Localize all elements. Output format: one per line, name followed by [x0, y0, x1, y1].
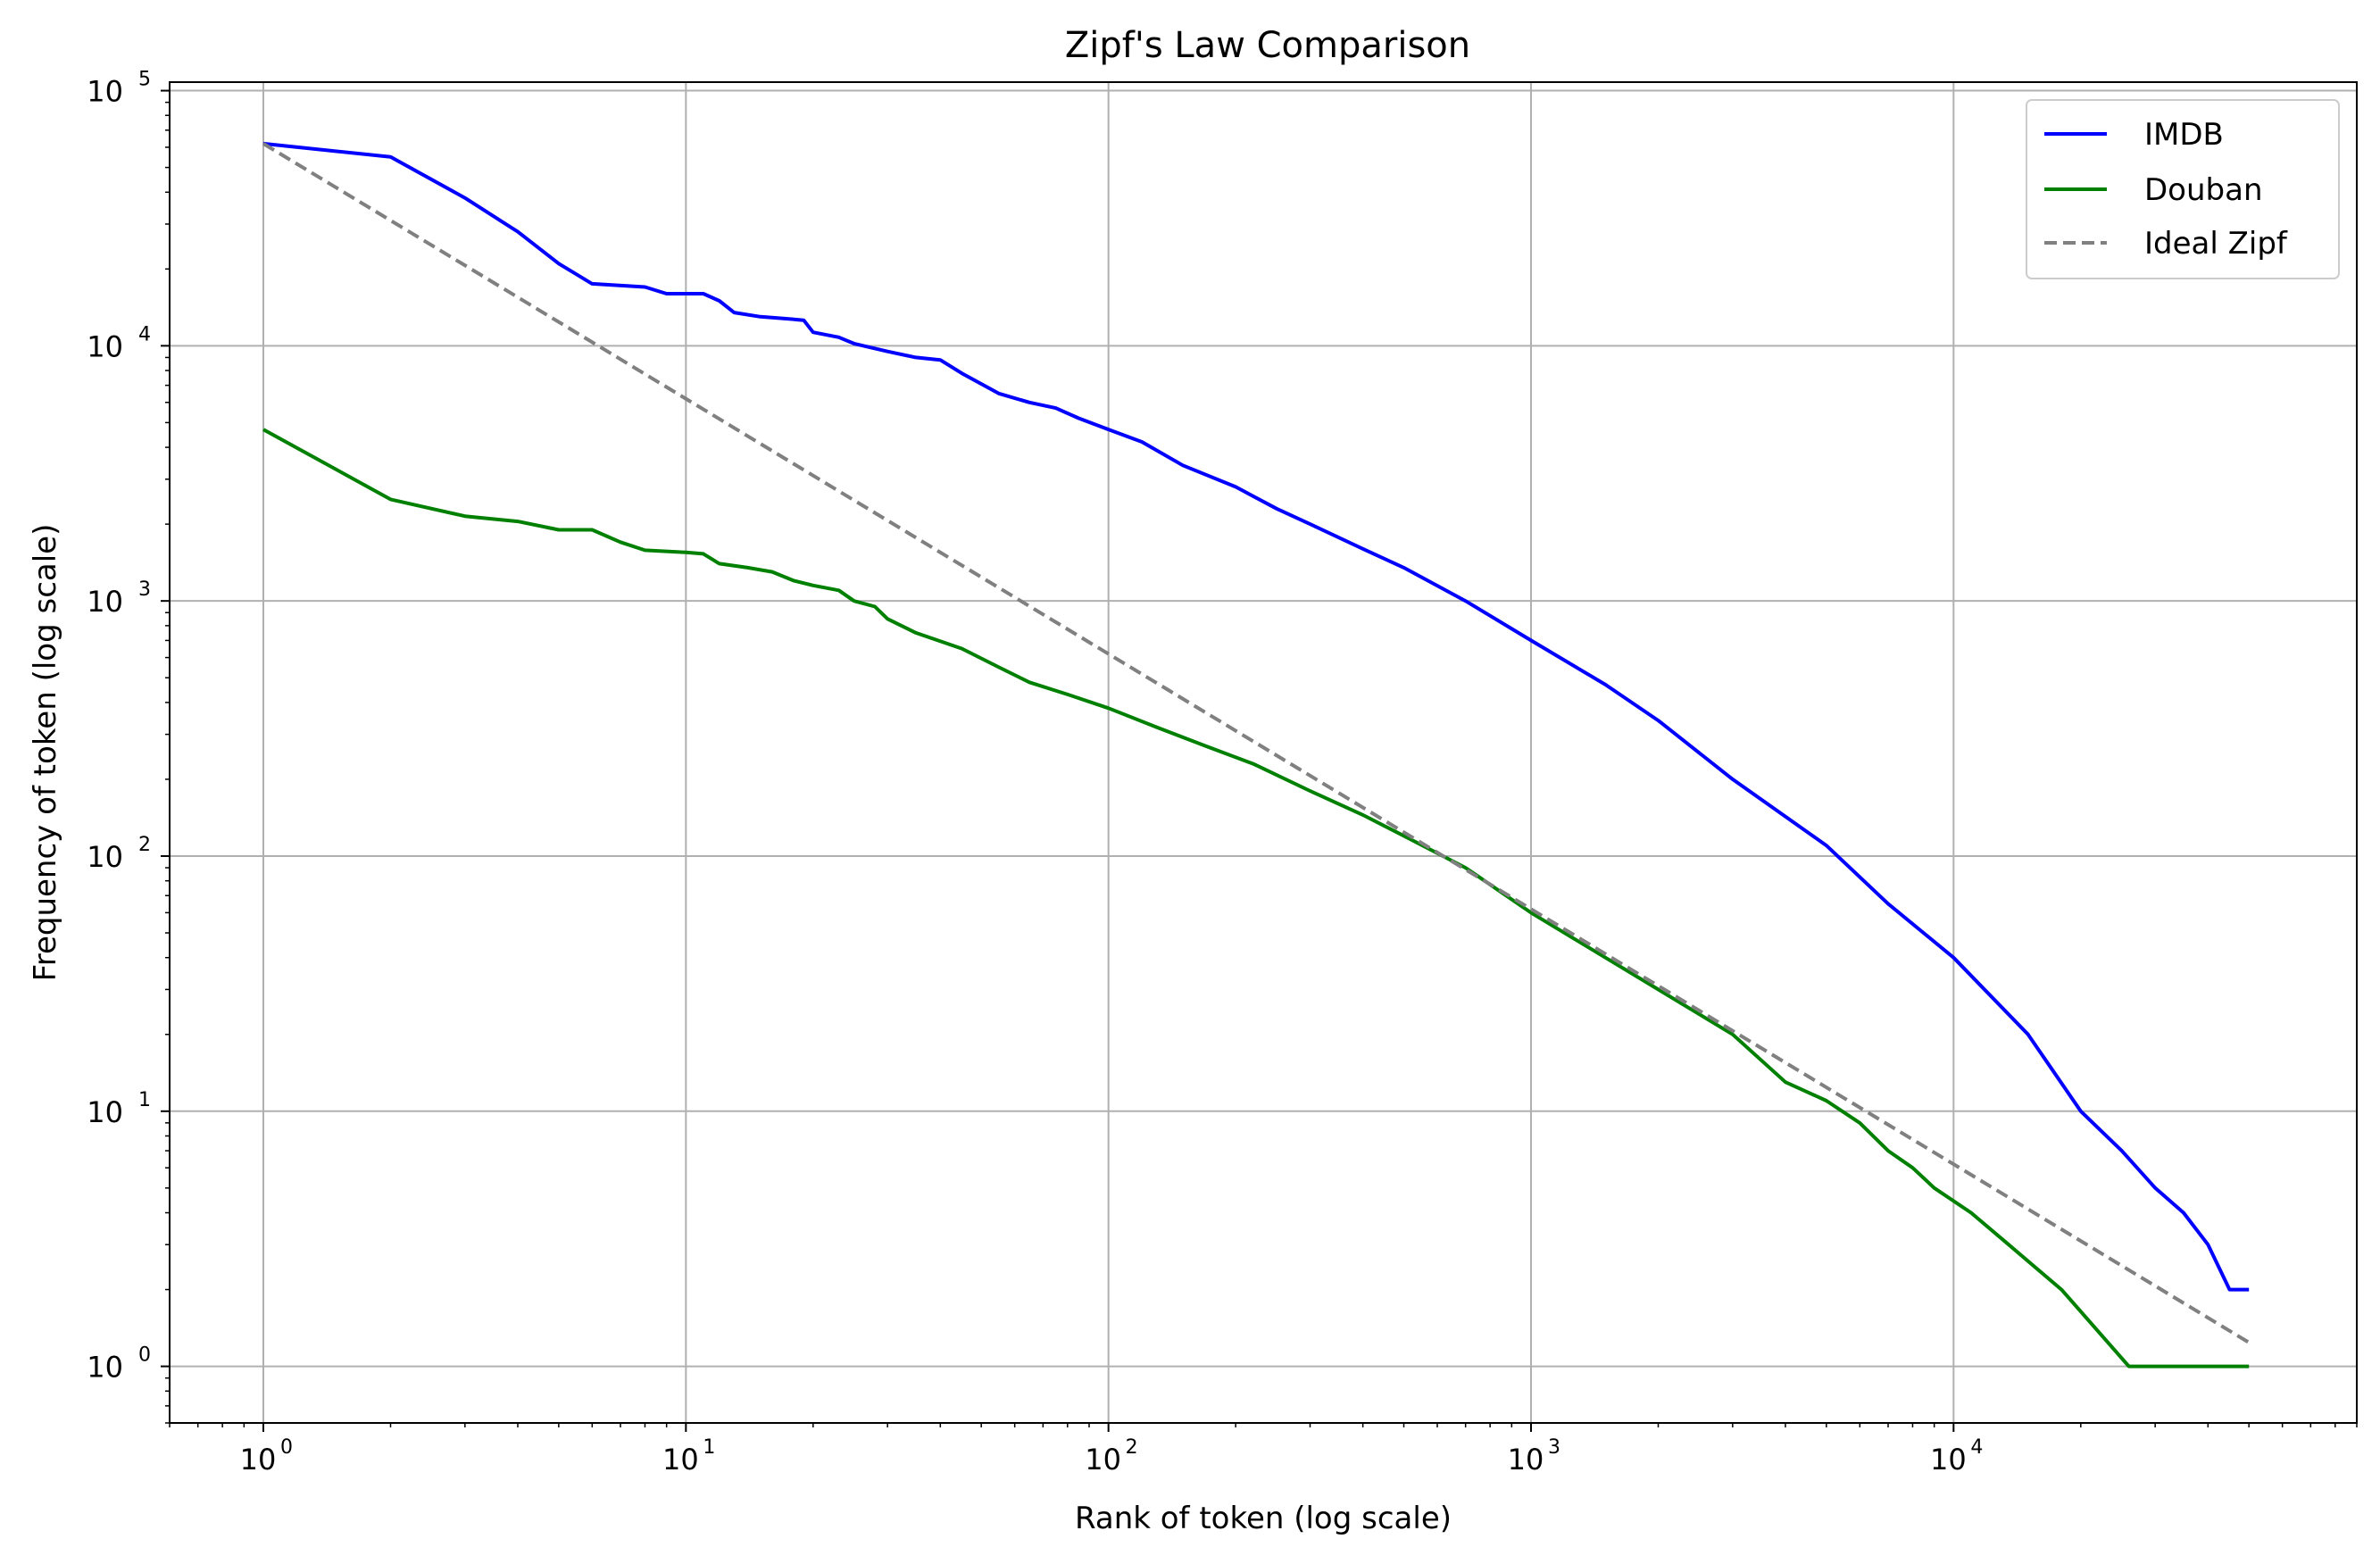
legend: IMDB Douban Ideal Zipf	[2026, 99, 2340, 279]
x-axis: 10 0 10 1 10 2 10 3 10 4	[169, 1423, 2358, 1477]
x-axis-title: Rank of token (log scale)	[1075, 1501, 1452, 1536]
x-tick-label-4: 10	[1930, 1443, 1967, 1477]
x-tick-label-2: 10	[1085, 1443, 1121, 1477]
x-tick-label-1: 10	[662, 1443, 699, 1477]
legend-box	[2026, 99, 2340, 279]
y-tick-label-2: 10	[87, 840, 123, 874]
y-axis-title: Frequency of token (log scale)	[28, 524, 63, 982]
x-tick-exponent-3: 3	[1548, 1436, 1560, 1459]
chart-title: Zipf's Law Comparison	[1065, 25, 1470, 66]
plot-frame	[169, 81, 2358, 1424]
x-tick-exponent-0: 0	[280, 1436, 293, 1459]
y-tick-label-3: 10	[87, 585, 123, 619]
series-layer	[262, 141, 2251, 1368]
y-tick-label-5: 10	[87, 75, 123, 109]
y-tick-exponent-2: 2	[138, 834, 151, 856]
x-tick-label-3: 10	[1508, 1443, 1544, 1477]
y-tick-exponent-5: 5	[138, 69, 151, 91]
y-tick-exponent-0: 0	[138, 1344, 151, 1367]
x-tick-label-0: 10	[240, 1443, 277, 1477]
y-tick-label-1: 10	[87, 1095, 123, 1129]
series-line-douban	[262, 428, 2250, 1368]
y-tick-label-4: 10	[87, 329, 123, 363]
y-tick-exponent-3: 3	[138, 578, 151, 601]
y-axis: 10 0 10 1 10 2 10 3 10 4 10 5	[87, 69, 170, 1424]
x-tick-exponent-4: 4	[1970, 1436, 1983, 1459]
series-line-ideal-zipf	[262, 142, 2251, 1344]
y-tick-exponent-1: 1	[138, 1089, 151, 1111]
legend-label-imdb: IMDB	[2144, 117, 2224, 153]
series-line-imdb	[262, 141, 2250, 1292]
x-tick-exponent-2: 2	[1126, 1436, 1138, 1459]
legend-label-douban: Douban	[2144, 172, 2263, 208]
y-tick-exponent-4: 4	[138, 323, 151, 345]
y-tick-label-0: 10	[87, 1351, 123, 1385]
grid-lines	[170, 82, 2357, 1423]
legend-label-ideal-zipf: Ideal Zipf	[2144, 226, 2288, 262]
x-tick-exponent-1: 1	[703, 1436, 715, 1459]
